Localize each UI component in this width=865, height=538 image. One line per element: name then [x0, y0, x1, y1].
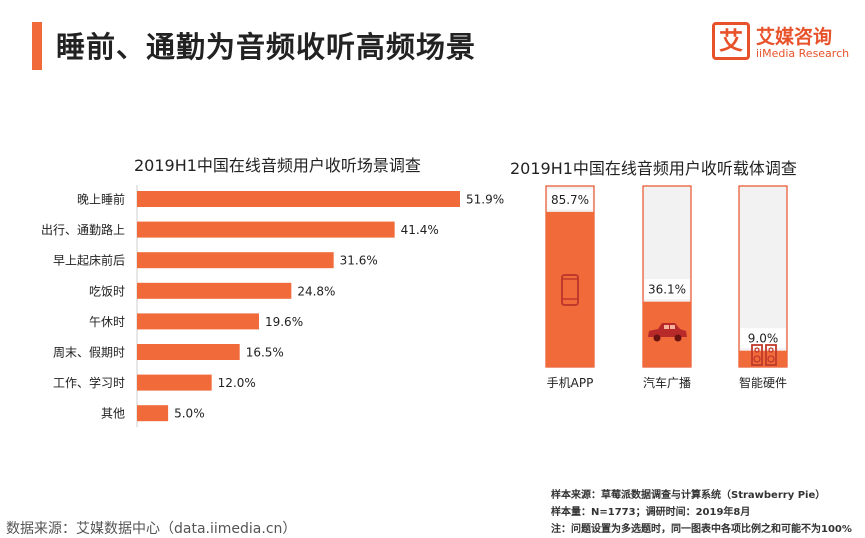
- scene-bar-chart: 晚上睡前 51.9% 出行、通勤路上 41.4% 早上起床前后 31.6% 吃饭时 24.8%…: [41, 185, 504, 428]
- page-title: 睡前、通勤为音频收听高频场景: [56, 30, 477, 64]
- scene-category-label: 午休时: [89, 315, 125, 329]
- scene-bar: [137, 252, 334, 269]
- scene-category-label: 其他: [101, 407, 125, 421]
- scene-value-label: 24.8%: [297, 284, 335, 298]
- note-sample-source: 样本来源：草莓派数据调查与计算系统（Strawberry Pie）: [551, 490, 826, 501]
- note-sample-size: 样本量：N=1773；调研时间：2019年8月: [551, 507, 751, 518]
- scene-value-label: 31.6%: [340, 254, 378, 268]
- scene-value-label: 51.9%: [466, 193, 504, 207]
- scene-category-label: 吃饭时: [89, 284, 125, 298]
- logo-text-cn: 艾媒咨询: [756, 26, 833, 48]
- scene-bar: [137, 221, 395, 238]
- brand-logo: 艾 艾媒咨询 iiMedia Research: [712, 22, 852, 66]
- scene-value-label: 41.4%: [401, 223, 439, 237]
- scene-value-label: 19.6%: [265, 315, 303, 329]
- logo-mark-icon: 艾: [712, 22, 750, 60]
- car-icon: [648, 323, 687, 342]
- carrier-category-label: 智能硬件: [739, 375, 787, 390]
- scene-bar: [137, 313, 259, 330]
- carrier-bar-chart: 85.7% 手机APP 36.1% 汽车广播 9.0% 智能硬件: [545, 185, 788, 390]
- scene-bar: [137, 344, 240, 360]
- carrier-value-label: 36.1%: [648, 283, 686, 297]
- carrier-value-label: 9.0%: [748, 332, 779, 346]
- scene-bar: [137, 405, 169, 422]
- logo-text-en: iiMedia Research: [756, 47, 850, 60]
- scene-category-label: 早上起床前后: [53, 253, 125, 268]
- carrier-value-box: [644, 279, 690, 300]
- carrier-category-label: 汽车广播: [643, 375, 691, 390]
- scene-value-label: 16.5%: [246, 346, 284, 360]
- carrier-value-label: 85.7%: [551, 193, 589, 207]
- carrier-bar: [739, 350, 787, 367]
- carrier-bar: [546, 211, 594, 367]
- scene-category-label: 晚上睡前: [77, 192, 125, 207]
- carrier-value-box: [740, 328, 786, 349]
- carrier-value-box: [547, 189, 593, 210]
- data-source: 数据来源：艾媒数据中心（data.iimedia.cn）: [6, 521, 297, 537]
- note-multi-choice: 注：问题设置为多选题时，同一图表中各项比例之和可能不为100%: [551, 524, 852, 535]
- scene-bar: [137, 282, 292, 299]
- speaker-icon: [751, 344, 777, 366]
- scene-value-label: 12.0%: [218, 376, 256, 390]
- scene-category-label: 周末、假期时: [53, 346, 125, 360]
- scene-category-label: 工作、学习时: [53, 375, 125, 390]
- title-accent-bar: [32, 22, 42, 70]
- scene-category-label: 出行、通勤路上: [41, 222, 125, 237]
- scene-bar: [137, 191, 460, 207]
- phone-icon: [561, 274, 579, 306]
- scene-chart-title: 2019H1中国在线音频用户收听场景调查: [134, 156, 421, 175]
- scene-value-label: 5.0%: [174, 407, 205, 421]
- carrier-chart-title: 2019H1中国在线音频用户收听载体调查: [510, 159, 797, 178]
- scene-bar: [137, 374, 212, 391]
- carrier-category-label: 手机APP: [547, 376, 594, 390]
- notes-block: 样本来源：草莓派数据调查与计算系统（Strawberry Pie） 样本量：N=…: [551, 487, 852, 538]
